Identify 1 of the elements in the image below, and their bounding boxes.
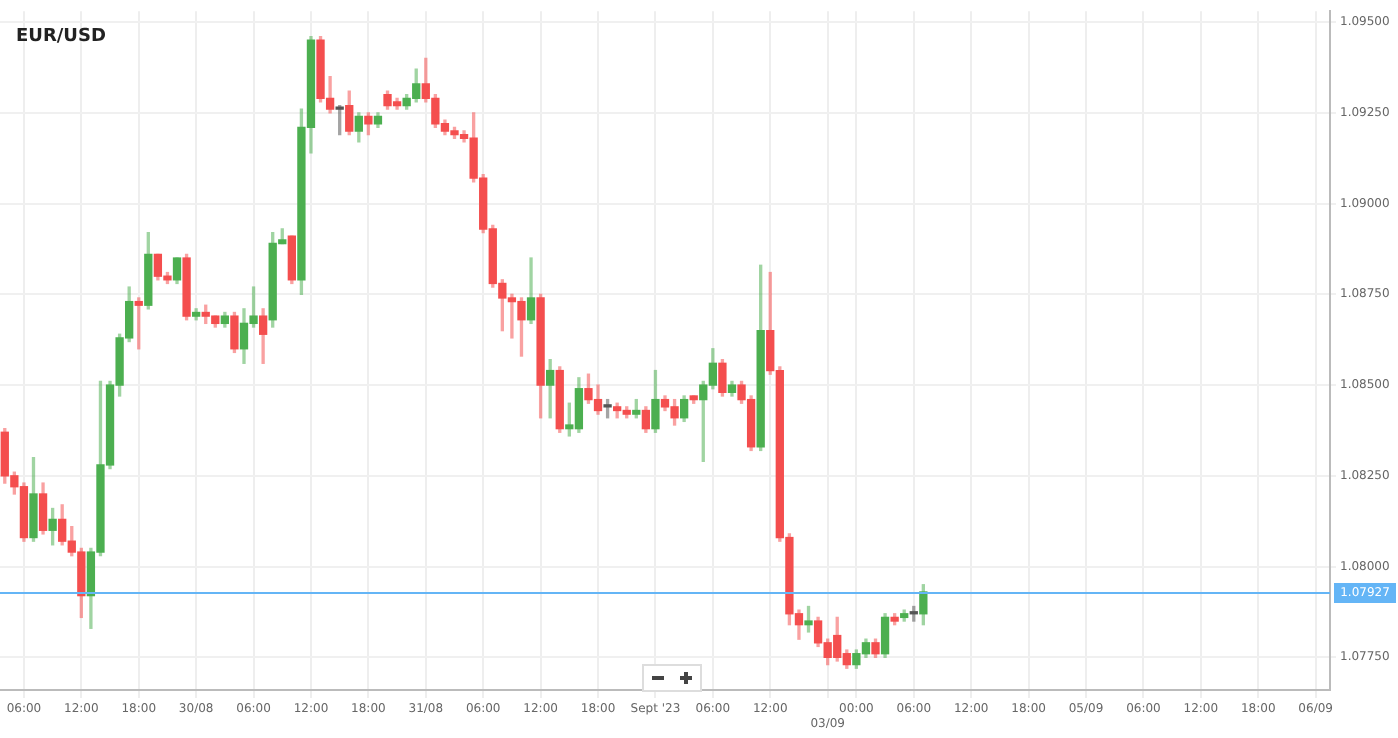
text: EUR/USD [16,26,106,47]
